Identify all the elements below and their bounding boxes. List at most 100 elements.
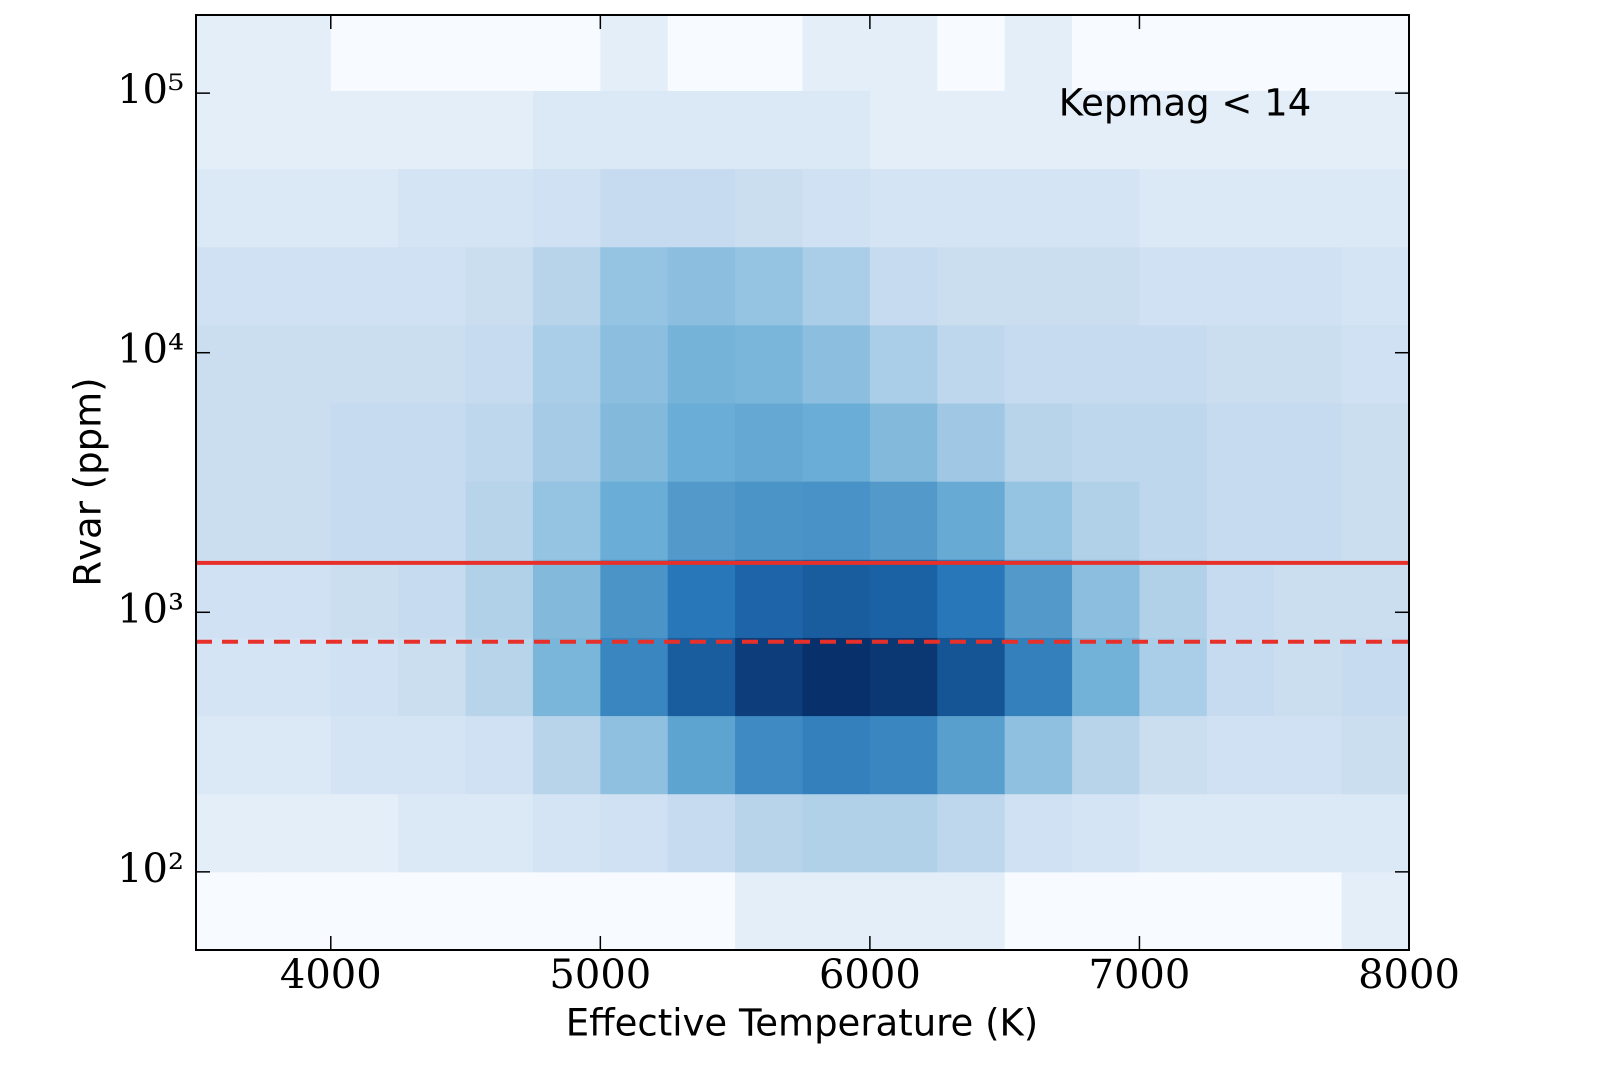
cell <box>1341 481 1409 560</box>
cell <box>802 871 871 950</box>
cell <box>937 559 1006 638</box>
cell <box>735 481 803 560</box>
cell <box>398 871 467 950</box>
cell <box>1206 793 1275 873</box>
cell <box>1139 403 1208 482</box>
cell <box>196 246 264 326</box>
cell <box>1341 637 1409 717</box>
cell <box>869 637 938 717</box>
cell <box>330 324 399 404</box>
cell <box>667 559 736 638</box>
x-tick-label: 6000 <box>819 952 921 998</box>
cell <box>196 481 264 560</box>
cell <box>1139 637 1208 717</box>
cell <box>1206 15 1275 91</box>
x-axis-label: Effective Temperature (K) <box>566 1002 1038 1045</box>
cell <box>330 246 399 326</box>
cell <box>667 715 736 795</box>
cell <box>802 637 871 717</box>
cell <box>1206 637 1275 717</box>
cell <box>1274 168 1343 248</box>
y-tick-label: 10² <box>117 846 184 892</box>
cell <box>1139 871 1208 950</box>
cell <box>600 403 669 482</box>
cell <box>398 637 467 717</box>
cell <box>465 168 534 248</box>
cell <box>600 324 669 404</box>
cell <box>196 637 264 717</box>
cell <box>1206 715 1275 795</box>
cell <box>735 559 803 638</box>
cell <box>1274 90 1343 170</box>
cell <box>937 15 1006 91</box>
cell <box>869 168 938 248</box>
cell <box>398 90 467 170</box>
cell <box>937 403 1006 482</box>
cell <box>1004 637 1073 717</box>
cell <box>1072 246 1140 326</box>
cell <box>667 246 736 326</box>
x-tick-label: 5000 <box>549 952 651 998</box>
cell <box>1004 15 1073 91</box>
cell <box>532 481 601 560</box>
cell <box>532 637 601 717</box>
cell <box>263 871 332 950</box>
cell <box>263 715 332 795</box>
cell <box>1072 559 1140 638</box>
cell <box>1274 715 1343 795</box>
cell <box>1072 90 1140 170</box>
cell <box>1072 481 1140 560</box>
cell <box>869 481 938 560</box>
cell <box>1341 793 1409 873</box>
cell <box>196 871 264 950</box>
cell <box>1206 324 1275 404</box>
cell <box>1274 481 1343 560</box>
cell <box>1139 15 1208 91</box>
cell <box>330 168 399 248</box>
cell <box>1274 324 1343 404</box>
cell <box>532 15 601 91</box>
cell <box>532 403 601 482</box>
annotation: Kepmag < 14 <box>1059 82 1311 125</box>
cell <box>1274 15 1343 91</box>
cell <box>263 481 332 560</box>
cell <box>667 637 736 717</box>
y-tick-label: 10⁵ <box>117 67 184 113</box>
cell <box>465 871 534 950</box>
cell <box>937 90 1006 170</box>
cell <box>937 871 1006 950</box>
y-axis-label: Rvar (ppm) <box>67 377 110 586</box>
cell <box>398 324 467 404</box>
cell <box>1341 715 1409 795</box>
cell <box>263 559 332 638</box>
cell <box>330 15 399 91</box>
cell <box>802 715 871 795</box>
cell <box>1274 871 1343 950</box>
x-tick-label: 4000 <box>280 952 382 998</box>
cell <box>330 715 399 795</box>
cell <box>802 15 871 91</box>
cell <box>465 246 534 326</box>
cell <box>532 246 601 326</box>
cell <box>937 715 1006 795</box>
cell <box>600 871 669 950</box>
cell <box>735 324 803 404</box>
cell <box>465 559 534 638</box>
cell <box>735 246 803 326</box>
cell <box>263 637 332 717</box>
cell <box>1274 559 1343 638</box>
cell <box>869 559 938 638</box>
cell <box>937 481 1006 560</box>
cell <box>735 90 803 170</box>
cell <box>465 403 534 482</box>
cell <box>600 559 669 638</box>
cell <box>532 715 601 795</box>
cell <box>802 481 871 560</box>
cell <box>869 793 938 873</box>
cell <box>1139 793 1208 873</box>
cell <box>735 793 803 873</box>
cell <box>735 403 803 482</box>
cell <box>532 793 601 873</box>
cell <box>532 168 601 248</box>
